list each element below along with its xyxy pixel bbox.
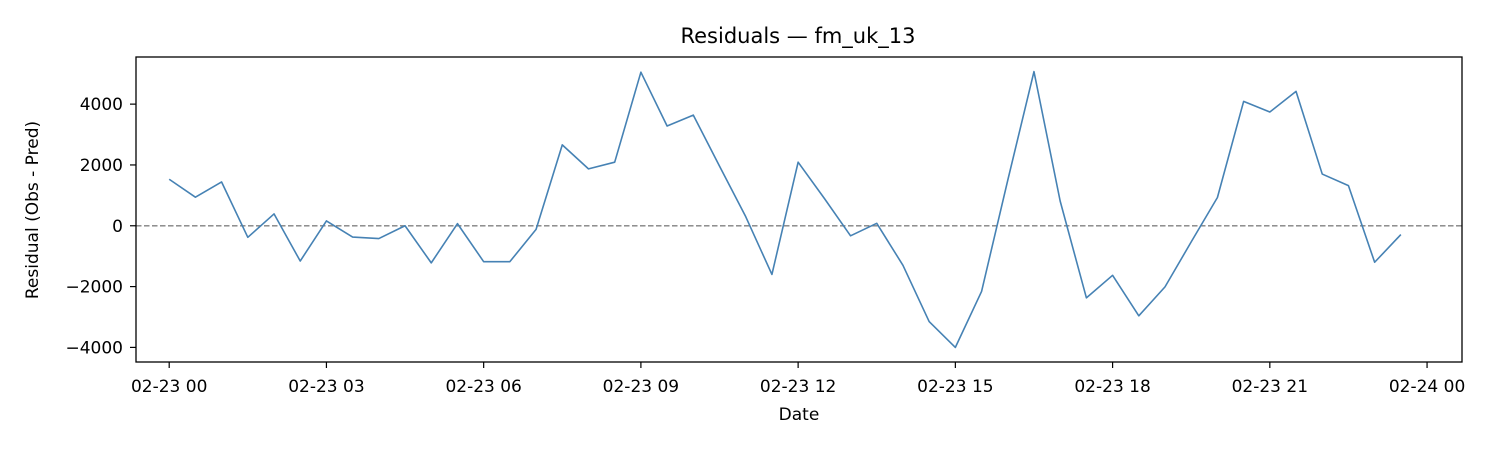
y-axis-title: Residual (Obs - Pred)	[23, 121, 43, 299]
chart-title: Residuals — fm_uk_13	[680, 24, 915, 49]
residual-series-line	[168, 70, 1402, 349]
x-tick-label: 02-23 21	[1232, 377, 1308, 397]
x-tick-label: 02-23 00	[131, 377, 207, 397]
x-tick-label: 02-23 12	[760, 377, 836, 397]
x-tick-label: 02-23 15	[917, 377, 993, 397]
x-axis-ticks: 02-23 00 02-23 03 02-23 06 02-23 09 02-23 12…	[131, 362, 1465, 397]
y-axis-ticks: −4000 −2000 0 2000 4000	[65, 95, 136, 358]
y-tick-label: 0	[112, 217, 123, 237]
y-tick-label: 4000	[80, 95, 123, 115]
x-tick-label: 02-23 03	[288, 377, 364, 397]
plot-frame	[135, 56, 1463, 363]
x-tick-label: 02-23 06	[445, 377, 521, 397]
y-tick-label: 2000	[80, 156, 123, 176]
x-tick-label: 02-23 09	[603, 377, 679, 397]
y-tick-label: −2000	[65, 278, 123, 298]
x-axis-title: Date	[779, 405, 820, 425]
x-tick-label: 02-24 00	[1389, 377, 1465, 397]
y-tick-label: −4000	[65, 338, 123, 358]
x-tick-label: 02-23 18	[1074, 377, 1150, 397]
